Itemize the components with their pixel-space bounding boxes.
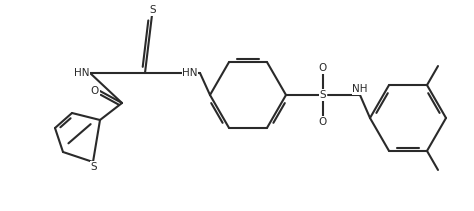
Text: S: S (91, 162, 97, 172)
Text: S: S (319, 90, 326, 100)
Text: HN: HN (74, 68, 90, 78)
Text: HN: HN (182, 68, 198, 78)
Text: O: O (91, 86, 99, 96)
Text: O: O (319, 63, 327, 73)
Text: O: O (319, 117, 327, 127)
Text: S: S (150, 5, 156, 15)
Text: NH: NH (352, 84, 368, 94)
